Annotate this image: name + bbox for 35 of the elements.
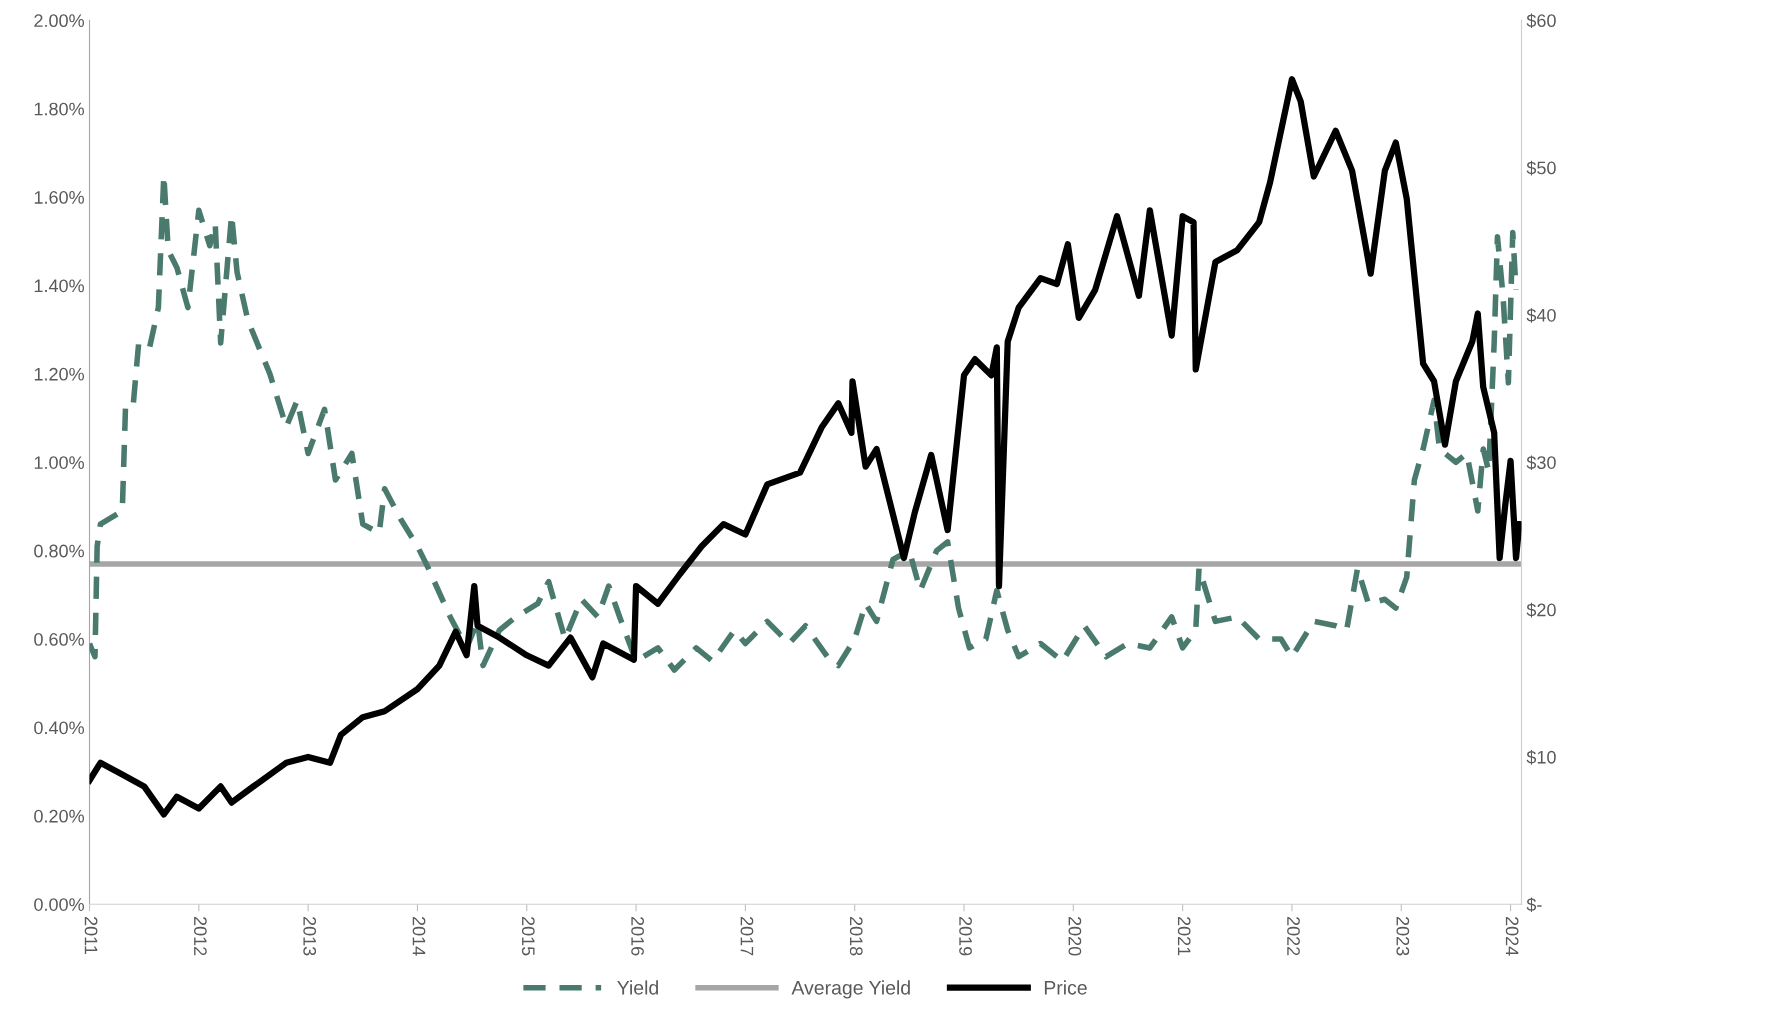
x-tick-label: 2019 bbox=[959, 916, 972, 956]
legend-label: Average Yield bbox=[791, 980, 910, 999]
x-tick-label: 2017 bbox=[740, 916, 754, 956]
x-tick-label: 2023 bbox=[1396, 916, 1410, 956]
y-tick-label: 1.20% bbox=[34, 367, 84, 381]
legend-label: Price bbox=[1044, 980, 1087, 995]
y2-tick-label: $40 bbox=[1526, 308, 1556, 323]
x-tick-label: 2011 bbox=[84, 916, 98, 954]
y-tick-label: 2.00% bbox=[34, 14, 84, 28]
y-tick-label: 0.80% bbox=[34, 544, 84, 558]
x-tick-label: 2016 bbox=[631, 916, 644, 956]
y-tick-label: 0.20% bbox=[34, 809, 84, 823]
y-tick-label: 0.00% bbox=[34, 898, 84, 911]
x-tick-label: 2020 bbox=[1068, 916, 1082, 956]
y2-tick-label: $60 bbox=[1526, 13, 1556, 29]
y-tick-label: 1.40% bbox=[34, 279, 84, 293]
x-tick-label: 2018 bbox=[849, 916, 863, 956]
y-tick-label: 1.80% bbox=[34, 102, 84, 116]
x-tick-label: 2012 bbox=[193, 916, 207, 956]
y2-tick-label: $- bbox=[1526, 897, 1542, 913]
y2-tick-label: $30 bbox=[1526, 455, 1556, 471]
y-tick-label: 1.00% bbox=[34, 456, 84, 469]
y-tick-label: 0.60% bbox=[34, 633, 84, 646]
x-tick-label: 2015 bbox=[521, 916, 535, 956]
y2-tick-label: $50 bbox=[1526, 160, 1556, 176]
y2-tick-label: $10 bbox=[1526, 750, 1556, 765]
y2-tick-label: $20 bbox=[1526, 602, 1556, 618]
x-tick-label: 2021 bbox=[1177, 916, 1191, 956]
x-tick-label: 2014 bbox=[412, 916, 426, 956]
x-tick-label: 2013 bbox=[303, 916, 317, 956]
y-tick-label: 0.40% bbox=[34, 721, 84, 735]
x-tick-label: 2022 bbox=[1287, 916, 1300, 956]
x-tick-label: 2024 bbox=[1505, 916, 1519, 956]
y-tick-label: 1.60% bbox=[34, 191, 84, 204]
legend-label: Yield bbox=[617, 980, 658, 995]
